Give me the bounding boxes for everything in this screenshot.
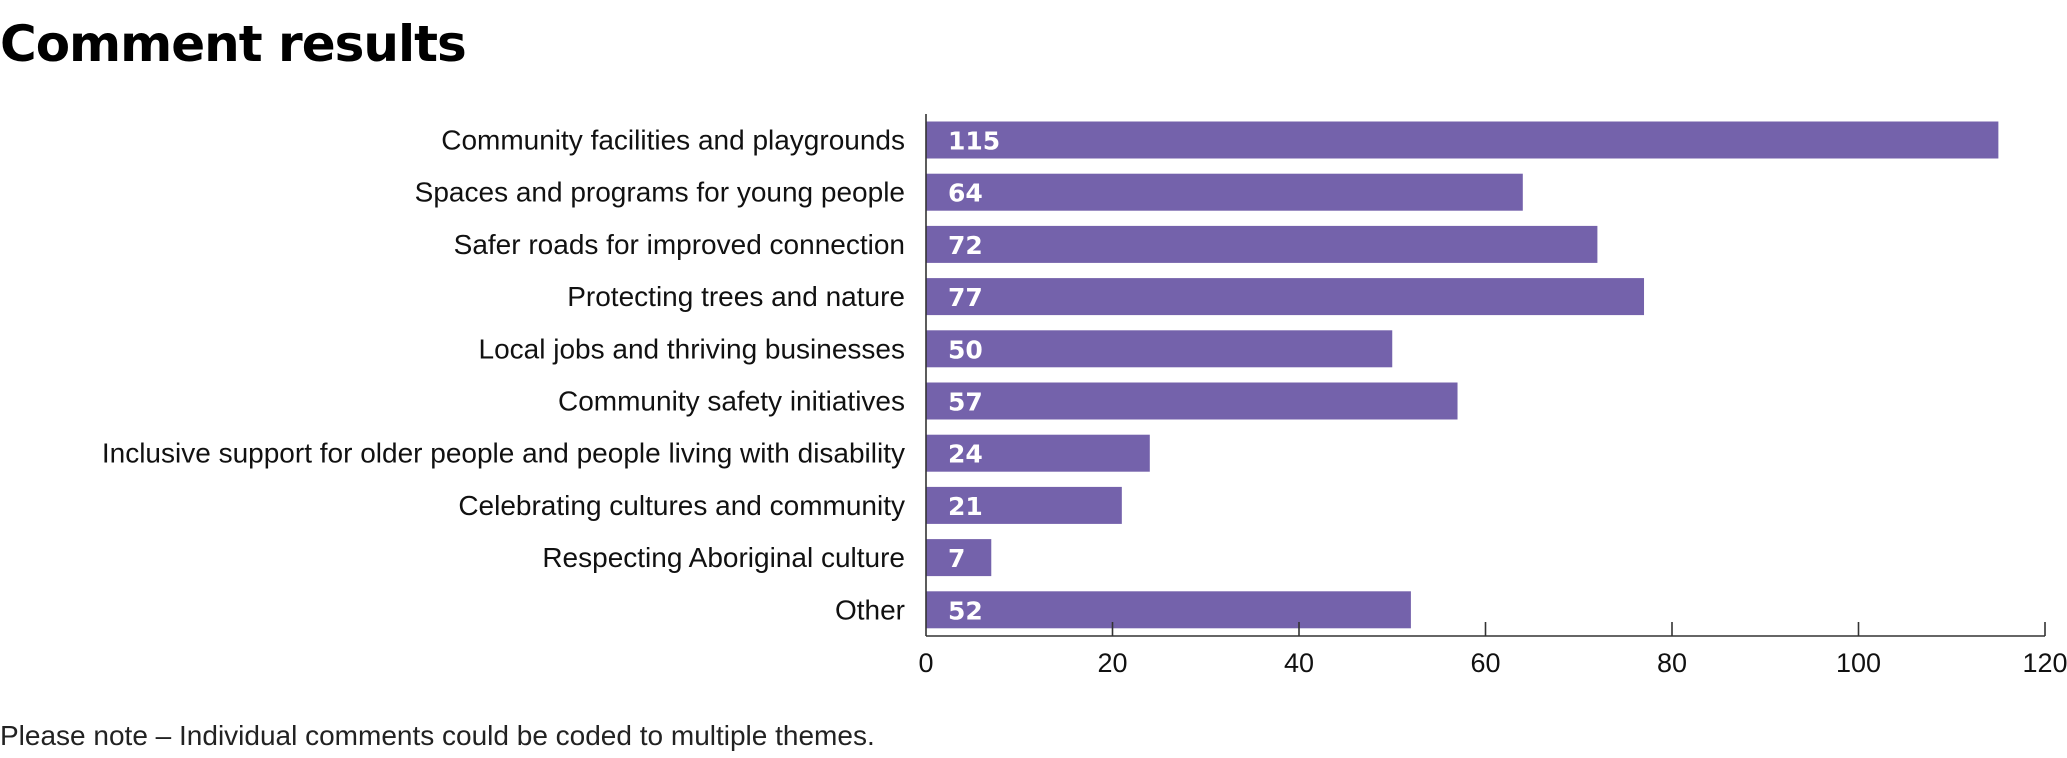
bar (926, 278, 1645, 316)
page-title: Comment results (0, 15, 467, 73)
category-label: Respecting Aboriginal culture (542, 542, 905, 573)
bar-value-label: 21 (948, 492, 983, 521)
bar-value-label: 57 (948, 388, 983, 417)
bar-value-label: 64 (948, 179, 983, 208)
x-tick-label: 120 (2022, 648, 2067, 678)
category-label: Celebrating cultures and community (458, 490, 905, 521)
bar (926, 225, 1598, 263)
category-label: Community safety initiatives (558, 386, 905, 417)
bar-value-label: 52 (948, 596, 983, 625)
category-label: Safer roads for improved connection (454, 229, 905, 260)
bar-value-label: 7 (948, 544, 965, 573)
bar (926, 173, 1523, 211)
bar-value-label: 72 (948, 231, 983, 260)
bar (926, 486, 1122, 524)
bar (926, 330, 1393, 368)
bar (926, 591, 1411, 629)
category-label: Local jobs and thriving businesses (479, 333, 905, 364)
x-tick-label: 100 (1836, 648, 1881, 678)
bar (926, 539, 992, 577)
category-label: Protecting trees and nature (567, 281, 905, 312)
category-label: Spaces and programs for young people (415, 177, 905, 208)
x-tick-label: 40 (1284, 648, 1314, 678)
category-label: Other (835, 594, 905, 625)
bar (926, 121, 1999, 159)
x-tick-label: 0 (918, 648, 933, 678)
category-labels: Community facilities and playgrounds Spac… (102, 125, 905, 626)
bar-value-label: 24 (948, 440, 983, 469)
x-tick-label: 60 (1470, 648, 1500, 678)
bar (926, 382, 1458, 420)
bar-value-label: 77 (948, 283, 983, 312)
bar-value-label: 115 (948, 127, 1000, 156)
bar-value-labels: 115 64 72 77 50 57 24 21 7 52 (948, 127, 1000, 626)
x-tick-label: 20 (1097, 648, 1127, 678)
category-label: Community facilities and playgrounds (441, 125, 905, 156)
bars (926, 121, 1999, 629)
bar (926, 434, 1150, 472)
category-label: Inclusive support for older people and p… (102, 438, 905, 469)
x-axis: 0 20 40 60 80 100 120 (918, 622, 2067, 678)
bar-value-label: 50 (948, 335, 983, 364)
footnote: Please note – Individual comments could … (0, 720, 875, 751)
x-tick-label: 80 (1657, 648, 1687, 678)
